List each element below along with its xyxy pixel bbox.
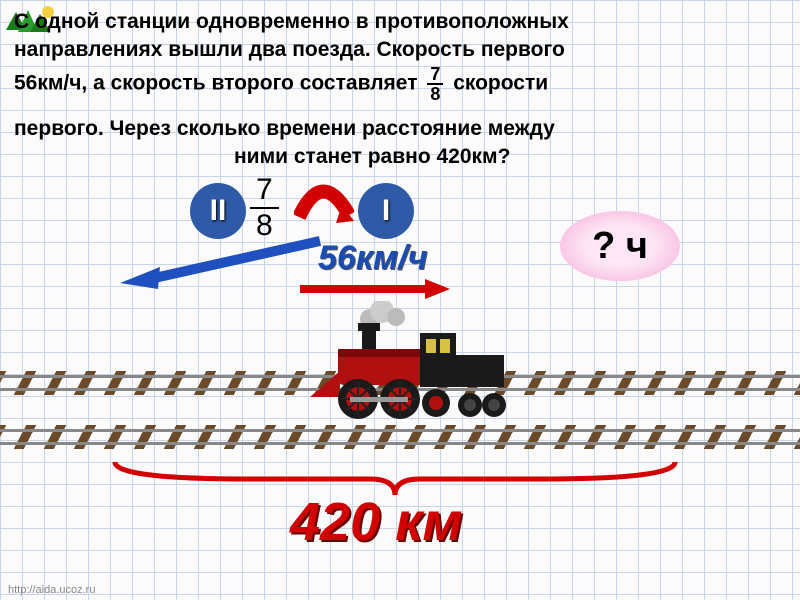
problem-text: С одной станции одновременно в противопо… bbox=[0, 0, 800, 171]
footer-source: http://aida.ucoz.ru bbox=[8, 584, 95, 596]
red-direction-arrow bbox=[300, 279, 450, 299]
steam-train-icon bbox=[300, 301, 510, 431]
inline-fraction: 7 8 bbox=[427, 65, 443, 103]
problem-line: 56км/ч, а скорость второго составляет 7 … bbox=[14, 65, 786, 103]
problem-line: первого. Через сколько времени расстояни… bbox=[14, 115, 786, 143]
train1-label: I bbox=[358, 183, 414, 239]
problem-line: направлениях вышли два поезда. Скорость … bbox=[14, 36, 786, 64]
distance-label: 420 км bbox=[290, 491, 462, 553]
problem-line: ними станет равно 420км? bbox=[14, 143, 786, 171]
diagram-scene: II I 7 8 56км/ч ? ч bbox=[0, 171, 800, 581]
blue-direction-arrow bbox=[120, 231, 330, 291]
speed-label: 56км/ч bbox=[318, 239, 427, 278]
red-arc-arrow bbox=[294, 177, 354, 227]
problem-line: С одной станции одновременно в противопо… bbox=[14, 8, 786, 36]
question-time-bubble: ? ч bbox=[560, 211, 680, 281]
